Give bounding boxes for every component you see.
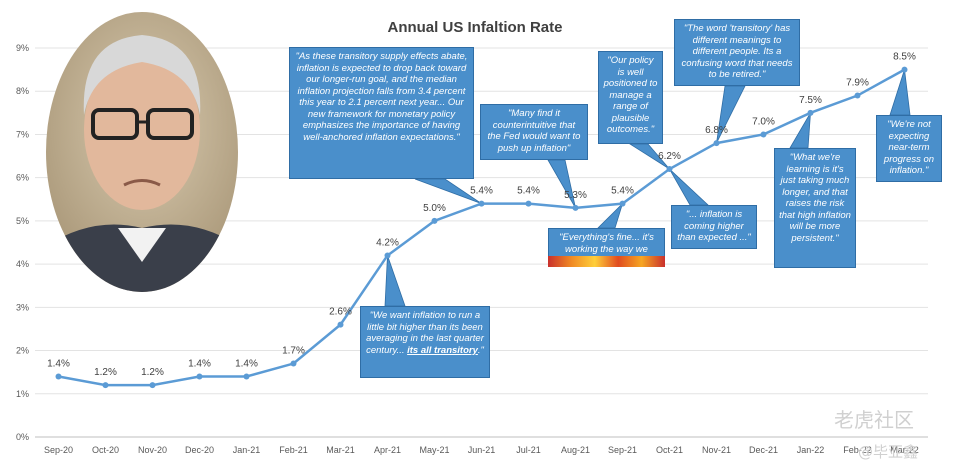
callout-pointer	[669, 168, 710, 206]
data-labels: 1.4% 1.2% 1.2% 1.4% 1.4% 1.7% 2.6% 4.2% 5.0% 5.4%…	[47, 52, 916, 379]
data-points	[55, 66, 908, 389]
data-label: 7.5%	[799, 95, 822, 106]
x-tick-label: Nov-21	[702, 445, 731, 455]
y-tick-label: 1%	[16, 389, 29, 399]
x-tick-label: Jan-22	[797, 445, 825, 455]
y-tick-label: 8%	[16, 86, 29, 96]
x-tick-label: Oct-21	[656, 445, 683, 455]
data-label: 1.2%	[141, 367, 164, 378]
watermark-site: 老虎社区	[834, 408, 914, 432]
x-axis-ticks: Sep-20 Oct-20 Nov-20 Dec-20 Jan-21 Feb-21 Mar-…	[44, 445, 919, 455]
data-point	[337, 321, 344, 328]
x-tick-label: Jan-21	[233, 445, 261, 455]
data-label: 6.2%	[658, 151, 681, 162]
x-tick-label: Mar-22	[890, 445, 919, 455]
x-tick-label: Jul-21	[516, 445, 541, 455]
data-point	[384, 252, 391, 259]
data-label: 5.4%	[611, 186, 634, 197]
y-tick-label: 7%	[16, 129, 29, 139]
data-label: 1.4%	[47, 358, 70, 369]
x-tick-label: Sep-21	[608, 445, 637, 455]
data-point	[525, 200, 532, 207]
x-tick-label: Dec-21	[749, 445, 778, 455]
data-point	[55, 373, 62, 380]
x-tick-label: Apr-21	[374, 445, 401, 455]
x-tick-label: Sep-20	[44, 445, 73, 455]
callout-more-persistent: "What we're learning is it's just taking…	[774, 148, 856, 268]
data-label: 5.3%	[564, 190, 587, 201]
data-label: 6.8%	[705, 125, 728, 136]
data-point	[901, 66, 908, 73]
data-label: 4.2%	[376, 237, 399, 248]
data-point	[666, 166, 673, 173]
data-point	[431, 217, 438, 224]
callout-counterintuitive: "Many find it counterintuitive that the …	[480, 104, 588, 160]
y-tick-label: 5%	[16, 216, 29, 226]
x-tick-label: Oct-20	[92, 445, 119, 455]
data-label: 7.0%	[752, 116, 775, 127]
portrait	[46, 12, 238, 292]
data-point	[196, 373, 203, 380]
data-label: 5.4%	[470, 186, 493, 197]
y-tick-label: 3%	[16, 302, 29, 312]
data-label: 1.4%	[235, 358, 258, 369]
data-point	[807, 109, 814, 116]
data-point	[243, 373, 250, 380]
data-label: 1.4%	[188, 358, 211, 369]
callout-near-term-progress: "We're not expecting near-term progress …	[876, 115, 942, 182]
data-label: 1.2%	[94, 367, 117, 378]
x-tick-label: May-21	[419, 445, 449, 455]
callout-sep-2021-remarks: "As these transitory supply effects abat…	[289, 47, 474, 179]
data-point	[290, 360, 297, 367]
x-tick-label: Dec-20	[185, 445, 214, 455]
y-tick-label: 4%	[16, 259, 29, 269]
callout-pointer	[628, 143, 670, 170]
callout-pointer	[384, 255, 406, 307]
y-tick-label: 2%	[16, 346, 29, 356]
callout-its-all-transitory: "We want inflation to run a little bit h…	[360, 306, 490, 378]
callout-pointer	[716, 85, 746, 144]
fire-strip	[548, 256, 665, 267]
data-point	[149, 382, 156, 389]
data-point	[478, 200, 485, 207]
x-tick-label: Feb-22	[843, 445, 872, 455]
data-point	[619, 200, 626, 207]
data-point	[713, 140, 720, 147]
y-axis-ticks: 0% 1% 2% 3% 4% 5% 6% 7% 8% 9%	[16, 43, 29, 442]
callout-coming-higher: "... inflation is coming higher than exp…	[671, 205, 757, 249]
x-tick-label: Mar-21	[326, 445, 355, 455]
data-label: 7.9%	[846, 78, 869, 89]
watermark-author: @毕亚鑫	[858, 443, 919, 461]
x-tick-label: Nov-20	[138, 445, 167, 455]
callout-pointer	[414, 178, 482, 204]
callout-well-positioned: "Our policy is well positioned to manage…	[598, 51, 663, 144]
data-label: 1.7%	[282, 346, 305, 357]
y-tick-label: 6%	[16, 173, 29, 183]
data-point	[760, 131, 767, 138]
data-label: 2.6%	[329, 307, 352, 318]
chart-title: Annual US Infaltion Rate	[387, 19, 562, 36]
data-point	[572, 204, 579, 211]
callout-pointer	[597, 203, 623, 229]
data-point	[102, 382, 109, 389]
x-tick-label: Aug-21	[561, 445, 590, 455]
y-tick-label: 0%	[16, 432, 29, 442]
y-tick-label: 9%	[16, 43, 29, 53]
x-tick-label: Jun-21	[468, 445, 496, 455]
callout-emphasis: its all transitory	[407, 344, 478, 356]
data-point	[854, 92, 861, 99]
data-label: 5.4%	[517, 186, 540, 197]
callout-text-end: ."	[477, 344, 484, 356]
x-tick-label: Feb-21	[279, 445, 308, 455]
callout-text: "We want inflation to run a little bit h…	[366, 310, 484, 356]
data-label: 5.0%	[423, 203, 446, 214]
callout-pointer	[547, 159, 576, 209]
callout-transitory-retired: "The word 'transitory' has different mea…	[674, 19, 800, 86]
data-label: 8.5%	[893, 52, 916, 63]
